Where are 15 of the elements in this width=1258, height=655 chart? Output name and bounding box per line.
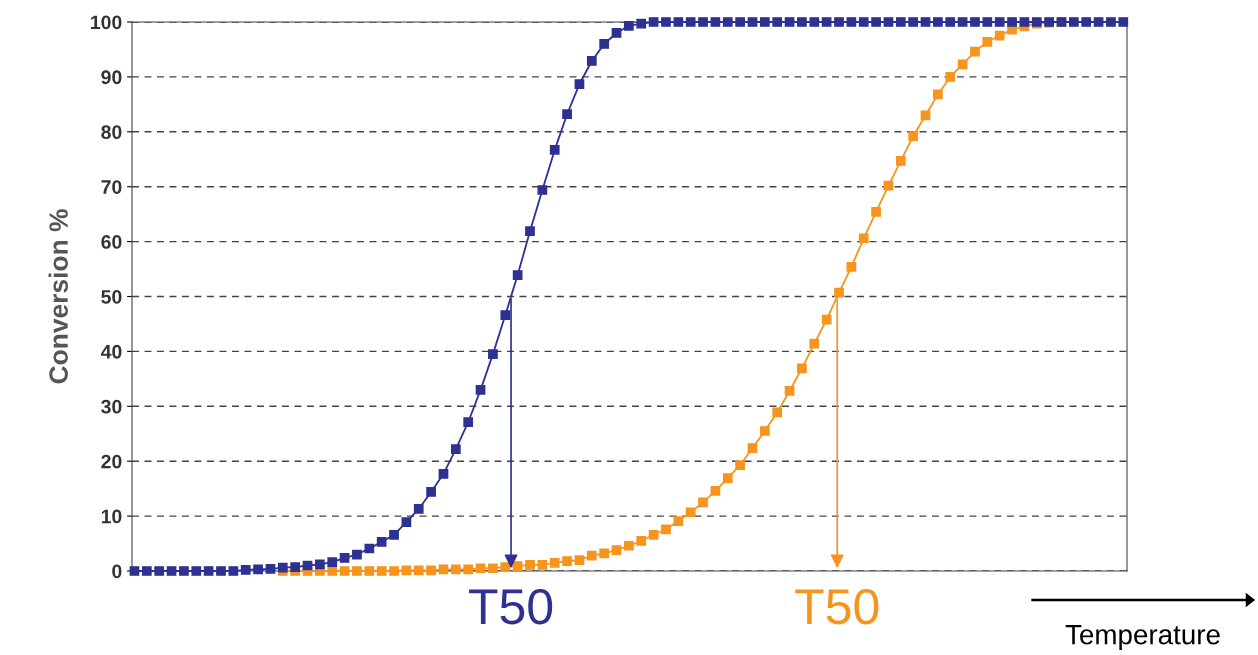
y-tick-label: 30 — [101, 399, 122, 414]
y-tick-label: 20 — [101, 454, 122, 469]
annotation: T50 — [795, 588, 879, 625]
y-axis-title: Conversion % — [48, 209, 68, 384]
y-tick-label: 80 — [101, 125, 122, 140]
y-tick-label: 50 — [101, 289, 122, 304]
y-tick-label: 40 — [100, 344, 122, 359]
y-tick-label: 10 — [101, 509, 122, 524]
y-tick-label: 70 — [101, 180, 122, 194]
y-tick-label: 90 — [101, 70, 122, 85]
annotation: T50 — [469, 588, 553, 625]
x-axis-title: Temperature — [1065, 625, 1220, 650]
y-tick-label: 0 — [112, 564, 122, 579]
y-tick-label: 100 — [91, 15, 122, 30]
y-tick-label: 60 — [101, 235, 122, 249]
